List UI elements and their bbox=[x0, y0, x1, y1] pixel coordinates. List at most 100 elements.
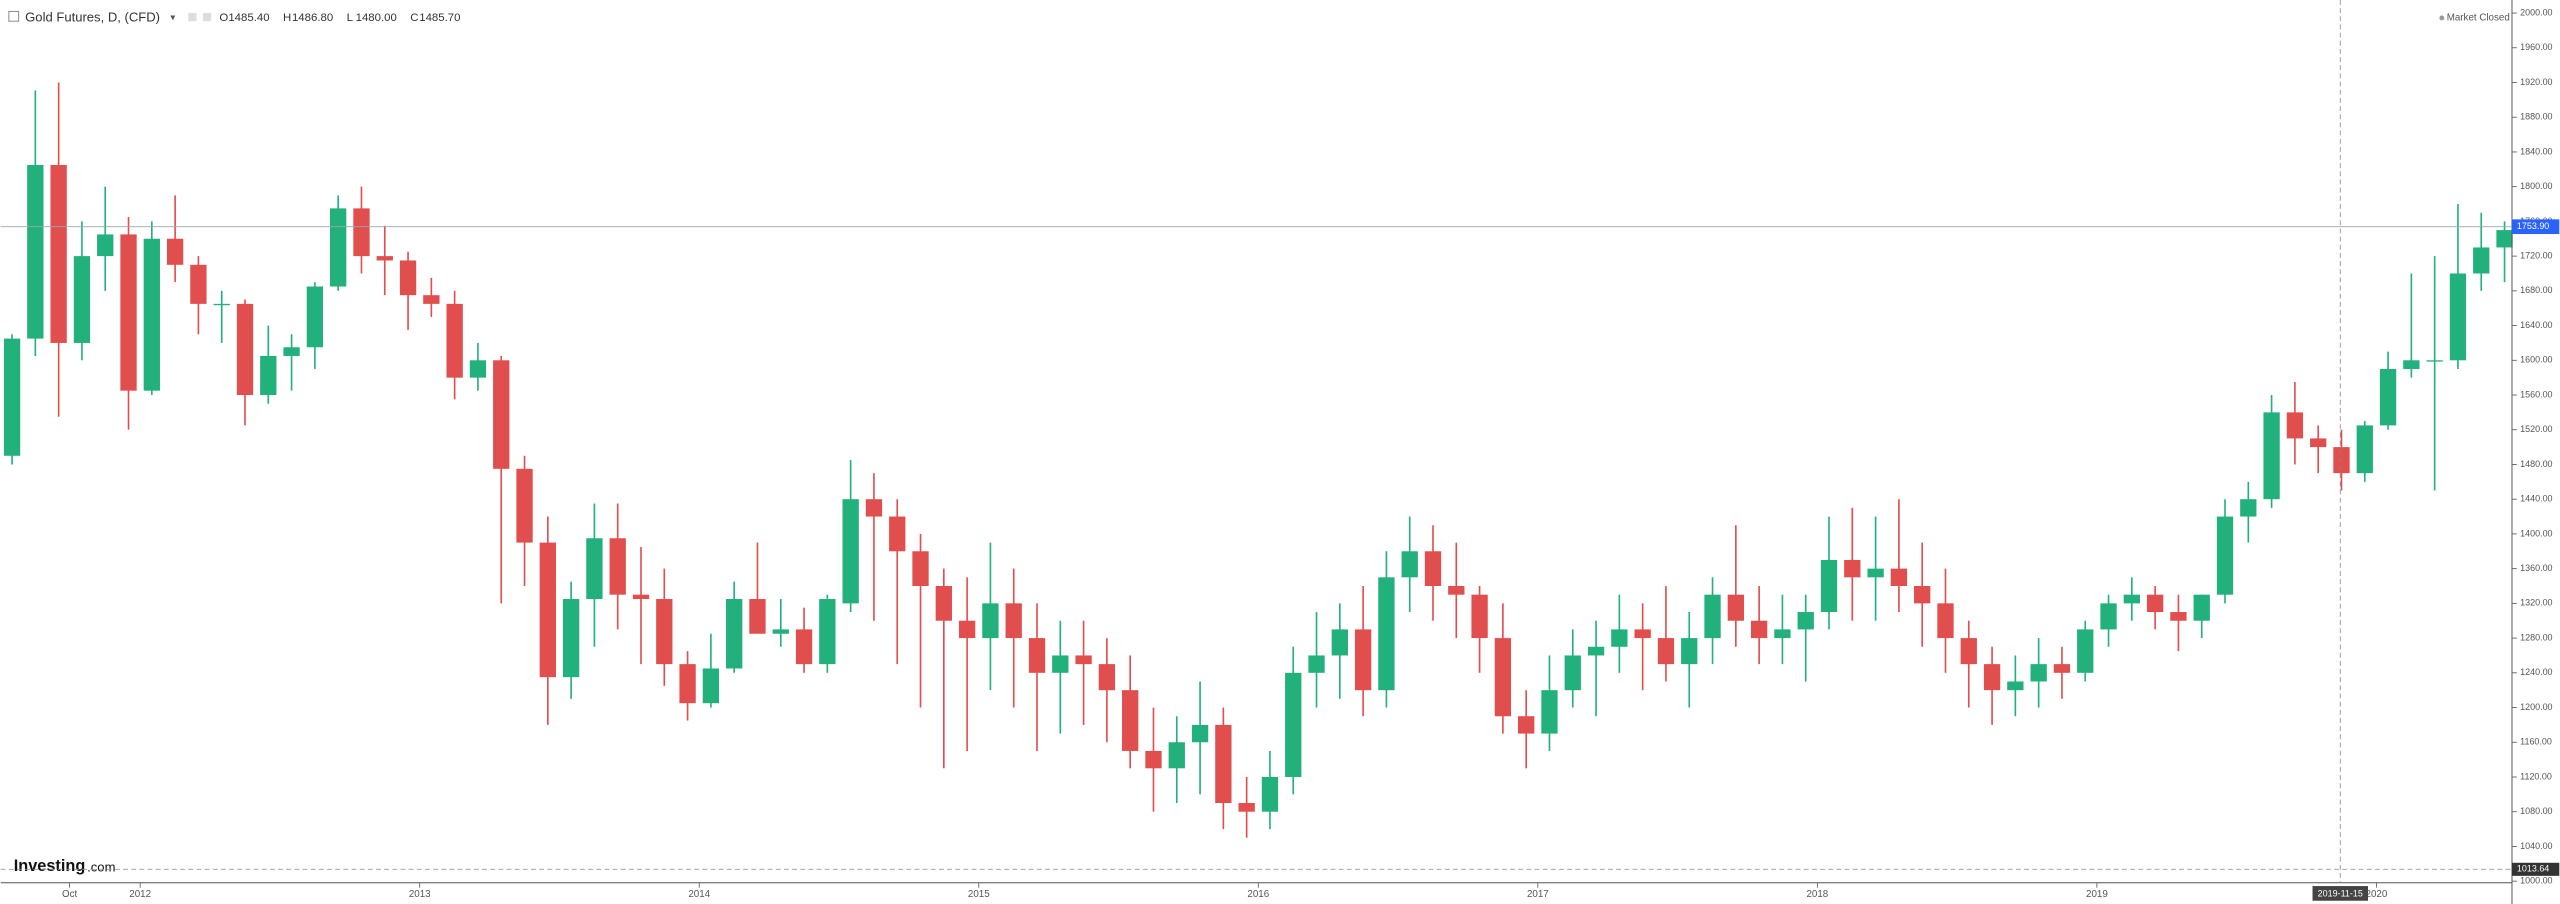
candle-body bbox=[306, 286, 324, 348]
candle-body bbox=[120, 234, 137, 391]
candle-body bbox=[166, 238, 184, 265]
close-icon[interactable] bbox=[203, 13, 212, 22]
candle-body bbox=[2077, 629, 2094, 673]
y-tick-label: 1360.00 bbox=[2520, 563, 2552, 573]
candle-body bbox=[609, 538, 626, 595]
y-tick-label: 1560.00 bbox=[2520, 389, 2552, 399]
y-tick-label: 1200.00 bbox=[2520, 702, 2552, 712]
candle-body bbox=[795, 629, 813, 665]
candle-body bbox=[1285, 672, 1302, 777]
candle-body bbox=[2240, 499, 2257, 517]
y-tick-label: 2000.00 bbox=[2520, 7, 2552, 17]
ohlc-label: H bbox=[283, 12, 291, 24]
candle-body bbox=[656, 599, 673, 665]
candle-body bbox=[50, 164, 67, 343]
candle-body bbox=[842, 499, 859, 604]
candle-body bbox=[632, 594, 650, 600]
candle-body bbox=[2216, 516, 2234, 595]
candle-body bbox=[97, 234, 114, 257]
candle-body bbox=[1401, 551, 1418, 578]
last-price-bg bbox=[2511, 219, 2560, 235]
y-tick-label: 1240.00 bbox=[2520, 667, 2552, 677]
y-tick-label: 1520.00 bbox=[2520, 424, 2552, 434]
dropdown-icon[interactable]: ▾ bbox=[170, 13, 175, 24]
candle-body bbox=[1098, 664, 1116, 691]
x-tick-label: 2012 bbox=[129, 889, 151, 900]
crosshair-label: 2019-11-15 bbox=[2318, 889, 2363, 899]
y-tick-label: 1680.00 bbox=[2520, 285, 2552, 295]
candle-body bbox=[562, 599, 580, 678]
candle-body bbox=[1145, 750, 1162, 769]
x-tick-label: 2017 bbox=[1527, 889, 1549, 900]
candle-body bbox=[935, 586, 952, 621]
candle-body bbox=[1378, 577, 1395, 691]
candle-body bbox=[469, 360, 487, 378]
candle-body bbox=[1867, 568, 1884, 578]
x-tick-label: 2014 bbox=[688, 889, 710, 900]
candle-body bbox=[912, 551, 929, 587]
x-tick-label: 2013 bbox=[409, 889, 431, 900]
y-tick-label: 1800.00 bbox=[2520, 181, 2552, 191]
candle-body bbox=[1727, 594, 1744, 621]
y-tick-label: 1480.00 bbox=[2520, 459, 2552, 469]
candle-body bbox=[376, 256, 393, 261]
y-tick-label: 1880.00 bbox=[2520, 112, 2552, 122]
y-tick-label: 1320.00 bbox=[2520, 598, 2552, 608]
candle-body bbox=[1331, 629, 1348, 656]
candle-body bbox=[1238, 803, 1255, 812]
candle-body bbox=[1541, 690, 1558, 734]
y-tick-label: 1400.00 bbox=[2520, 528, 2552, 538]
candle-body bbox=[726, 599, 743, 669]
candle-body bbox=[1611, 629, 1628, 647]
crosshair-bg bbox=[2312, 886, 2369, 901]
candle-body bbox=[2263, 412, 2280, 500]
candle-body bbox=[1168, 742, 1185, 769]
candle-body bbox=[1844, 559, 1861, 578]
status-dot bbox=[2439, 15, 2445, 21]
candle-body bbox=[143, 238, 160, 391]
candle-body bbox=[2356, 425, 2373, 474]
candle-body bbox=[27, 164, 44, 339]
candle-body bbox=[1261, 776, 1279, 812]
y-tick-label: 1080.00 bbox=[2520, 806, 2552, 816]
candle-body bbox=[958, 620, 976, 639]
x-tick-label: Oct bbox=[62, 889, 77, 900]
candle-body bbox=[1191, 724, 1209, 743]
ohlc-value: 1480.00 bbox=[356, 12, 397, 24]
candle-body bbox=[1308, 655, 1325, 673]
candle-body bbox=[1960, 638, 1977, 665]
y-tick-label: 1000.00 bbox=[2520, 876, 2552, 886]
settings-icon[interactable] bbox=[188, 13, 197, 22]
collapse-icon[interactable] bbox=[8, 10, 20, 22]
candle-body bbox=[2379, 368, 2397, 426]
candle-body bbox=[446, 303, 463, 378]
candle-body bbox=[1704, 594, 1721, 639]
candle-body bbox=[330, 208, 347, 287]
candle-body bbox=[1820, 559, 1838, 613]
candle-body bbox=[73, 256, 91, 343]
candle-body bbox=[749, 599, 766, 634]
ohlc-value: 1485.40 bbox=[228, 12, 269, 24]
candle-body bbox=[2146, 594, 2164, 613]
low-label: 1013.64 bbox=[2517, 864, 2549, 874]
candle-body bbox=[2053, 664, 2071, 673]
candle-body bbox=[1890, 568, 1908, 587]
candle-body bbox=[539, 542, 556, 678]
candle-body bbox=[772, 629, 789, 634]
brand: Investing bbox=[14, 857, 86, 875]
candle-body bbox=[2426, 360, 2443, 362]
candle-body bbox=[353, 208, 370, 257]
ohlc-label: O bbox=[219, 12, 228, 24]
candle-body bbox=[1028, 638, 1046, 673]
candle-body bbox=[889, 516, 906, 552]
header: Gold Futures, D, (CFD) ▾ O 1485.40 H 1486.8… bbox=[8, 9, 2510, 24]
candle-body bbox=[1634, 629, 1651, 639]
x-tick-label: 2019 bbox=[2086, 889, 2108, 900]
candle-body bbox=[586, 538, 603, 600]
y-tick-label: 1920.00 bbox=[2520, 77, 2552, 87]
candle-body bbox=[1424, 551, 1442, 587]
y-tick-label: 1960.00 bbox=[2520, 42, 2552, 52]
